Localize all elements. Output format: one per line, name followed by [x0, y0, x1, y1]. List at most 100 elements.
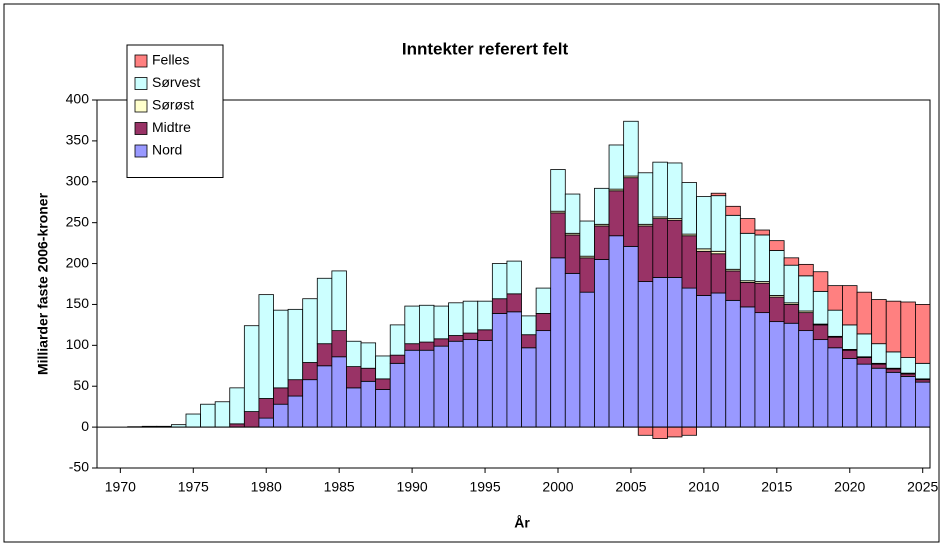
bar-segment	[564, 234, 581, 274]
y-tick-label: -50	[69, 459, 89, 475]
bar-segment	[667, 219, 683, 278]
bar-segment	[389, 362, 406, 428]
bar-segment	[404, 349, 420, 428]
bar-segment	[477, 300, 493, 331]
bar-segment	[871, 343, 887, 364]
bar-segment	[273, 309, 289, 389]
bar-segment	[681, 426, 697, 436]
x-tick-label: 1970	[105, 479, 136, 495]
bar-segment	[623, 120, 639, 177]
bar-segment	[915, 362, 931, 380]
bar-segment	[491, 263, 508, 300]
bar-segment	[404, 305, 420, 345]
bar-segment	[462, 332, 479, 341]
bar-segment	[754, 312, 770, 428]
x-tick-label: 2020	[834, 479, 865, 495]
bar-segment	[725, 205, 741, 216]
bar-segment	[842, 324, 858, 350]
bar-segment	[623, 177, 639, 247]
bar-segment	[681, 235, 697, 289]
bar-segment	[856, 363, 873, 428]
bar-segment	[842, 349, 858, 359]
x-tick-label: 2025	[907, 479, 938, 495]
bar-segment	[783, 304, 800, 324]
bar-segment	[550, 169, 566, 212]
bar-segment	[783, 322, 800, 428]
bar-segment	[798, 263, 814, 277]
bar-segment	[608, 144, 625, 190]
bar-segment	[812, 324, 829, 341]
y-tick-label: 350	[66, 132, 90, 148]
bar-segment	[739, 232, 756, 282]
bar-segment	[769, 296, 785, 323]
bar-segment	[521, 347, 537, 428]
y-tick-label: 300	[66, 172, 90, 188]
bar-segment	[200, 403, 216, 428]
y-tick-label: 100	[66, 336, 90, 352]
bar-segment	[579, 257, 595, 293]
bar-segment	[302, 362, 318, 381]
y-tick-label: 400	[66, 91, 90, 107]
x-tick-label: 1995	[469, 479, 500, 495]
bar-segment	[885, 300, 902, 353]
bar-segment	[258, 417, 274, 428]
bar-segment	[623, 245, 639, 428]
bar-segment	[302, 298, 318, 363]
bar-segment	[798, 330, 814, 428]
bar-segment	[491, 313, 508, 428]
bar-segment	[550, 212, 566, 259]
bar-segment	[419, 349, 435, 428]
bar-segment	[287, 395, 304, 428]
legend-label: Felles	[152, 52, 189, 68]
bar-segment	[871, 363, 887, 369]
bar-segment	[346, 387, 362, 428]
bar-segment	[594, 259, 610, 428]
bar-segment	[389, 354, 406, 364]
bar-segment	[856, 357, 873, 365]
x-tick-label: 2005	[615, 479, 646, 495]
bar-segment	[608, 190, 625, 237]
bar-segment	[448, 302, 464, 336]
bar-segment	[871, 367, 887, 428]
y-tick-label: 200	[66, 254, 90, 270]
bar-segment	[725, 299, 741, 428]
bar-segment	[448, 335, 464, 342]
bar-segment	[885, 371, 902, 428]
bar-segment	[477, 340, 493, 428]
bar-segment	[710, 192, 727, 197]
bar-segment	[375, 389, 391, 428]
bar-segment	[710, 292, 727, 428]
x-tick-label: 2000	[542, 479, 573, 495]
bar-segment	[739, 306, 756, 428]
y-tick-label: 250	[66, 213, 90, 229]
bar-segment	[769, 321, 785, 428]
bar-segment	[915, 381, 931, 428]
bar-segment	[652, 161, 668, 218]
bar-segment	[579, 291, 595, 428]
bar-segment	[856, 333, 873, 358]
bar-segment	[827, 347, 843, 428]
bar-segment	[842, 358, 858, 428]
bar-segment	[885, 368, 902, 373]
bar-segment	[243, 411, 260, 428]
bar-segment	[856, 291, 873, 335]
bar-segment	[594, 187, 610, 225]
bar-segment	[521, 334, 537, 349]
bar-segment	[783, 264, 800, 304]
bar-segment	[710, 195, 727, 252]
y-tick-label: 50	[73, 377, 89, 393]
bar-segment	[419, 341, 435, 351]
bar-segment	[637, 225, 654, 282]
bar-segment	[579, 220, 595, 257]
bar-segment	[535, 330, 552, 428]
bar-segment	[812, 290, 829, 325]
bar-segment	[725, 214, 741, 270]
bar-segment	[375, 378, 391, 390]
bar-segment	[316, 277, 333, 345]
bar-segment	[287, 379, 304, 397]
bar-segment	[739, 281, 756, 308]
bar-segment	[506, 293, 522, 313]
bar-segment	[812, 271, 829, 292]
bar-segment	[812, 339, 829, 428]
bar-segment	[550, 257, 566, 428]
